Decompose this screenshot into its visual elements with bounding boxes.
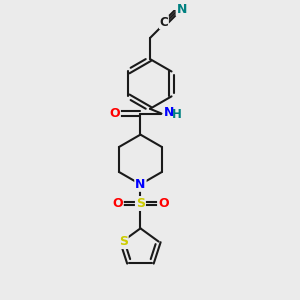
- Text: O: O: [109, 107, 120, 120]
- Text: O: O: [158, 197, 169, 210]
- Text: O: O: [112, 197, 123, 210]
- Text: N: N: [177, 2, 187, 16]
- Text: C: C: [160, 16, 168, 29]
- Text: H: H: [172, 108, 182, 121]
- Text: N: N: [164, 106, 175, 119]
- Text: S: S: [119, 235, 128, 248]
- Text: N: N: [135, 178, 146, 191]
- Text: S: S: [136, 197, 145, 210]
